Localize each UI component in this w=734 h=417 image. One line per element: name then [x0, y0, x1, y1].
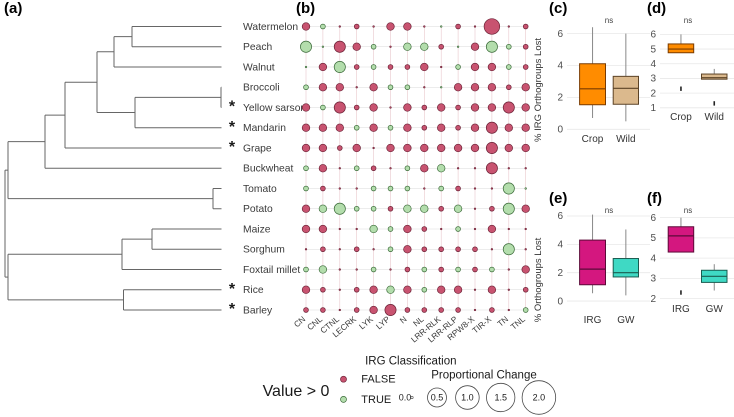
svg-text:% Orthogroups Lost: % Orthogroups Lost — [533, 237, 544, 322]
svg-text:2: 2 — [557, 93, 563, 104]
svg-text:Mandarin: Mandarin — [243, 123, 286, 134]
svg-text:0: 0 — [557, 296, 563, 307]
svg-text:IRG: IRG — [672, 304, 690, 315]
svg-text:5: 5 — [650, 44, 656, 55]
svg-text:Broccoli: Broccoli — [243, 83, 280, 94]
svg-text:3: 3 — [650, 74, 656, 85]
svg-text:2: 2 — [557, 268, 563, 279]
svg-text:Wild: Wild — [616, 134, 635, 145]
svg-text:3: 3 — [650, 274, 656, 285]
svg-text:*: * — [229, 281, 236, 298]
svg-text:Grape: Grape — [243, 143, 272, 154]
svg-text:*: * — [229, 301, 236, 318]
svg-text:5: 5 — [650, 233, 656, 244]
svg-text:Potato: Potato — [243, 204, 273, 215]
svg-text:(b): (b) — [296, 0, 315, 17]
svg-text:(e): (e) — [549, 190, 567, 207]
svg-text:IRG Classification: IRG Classification — [365, 356, 456, 368]
svg-text:2: 2 — [650, 294, 656, 305]
svg-text:Value > 0: Value > 0 — [263, 383, 330, 400]
svg-text:Rice: Rice — [243, 285, 264, 296]
svg-text:0.0: 0.0 — [399, 393, 412, 403]
svg-text:ns: ns — [684, 16, 692, 25]
svg-text:Crop: Crop — [582, 134, 604, 145]
svg-text:0: 0 — [557, 125, 563, 136]
svg-text:4: 4 — [557, 61, 563, 72]
svg-text:6: 6 — [650, 30, 656, 41]
svg-text:1.0: 1.0 — [461, 393, 474, 403]
svg-text:GW: GW — [617, 315, 635, 326]
svg-text:TRUE: TRUE — [361, 394, 391, 406]
svg-text:IRG: IRG — [584, 315, 602, 326]
svg-text:% IRG Orthogroups Lost: % IRG Orthogroups Lost — [533, 38, 544, 142]
svg-text:*: * — [229, 99, 236, 116]
svg-text:ns: ns — [605, 206, 613, 215]
svg-text:4: 4 — [557, 240, 563, 251]
svg-text:2.0: 2.0 — [533, 393, 546, 403]
svg-text:Tomato: Tomato — [243, 184, 277, 195]
svg-text:1.5: 1.5 — [494, 393, 507, 403]
svg-text:1: 1 — [650, 103, 656, 114]
svg-text:Crop: Crop — [670, 112, 692, 123]
svg-text:(c): (c) — [549, 0, 567, 17]
svg-text:Watermelon: Watermelon — [243, 22, 298, 33]
svg-text:FALSE: FALSE — [361, 374, 395, 386]
svg-text:(d): (d) — [647, 0, 666, 17]
svg-text:Walnut: Walnut — [243, 62, 275, 73]
svg-text:(a): (a) — [4, 0, 22, 17]
svg-text:Sorghum: Sorghum — [243, 245, 285, 256]
svg-text:Maize: Maize — [243, 224, 271, 235]
svg-text:Peach: Peach — [243, 42, 272, 53]
svg-text:6: 6 — [557, 211, 563, 222]
svg-text:2: 2 — [650, 88, 656, 99]
svg-text:*: * — [229, 119, 236, 136]
svg-text:6: 6 — [650, 213, 656, 224]
svg-text:0.5: 0.5 — [431, 393, 444, 403]
svg-text:Buckwheat: Buckwheat — [243, 164, 294, 175]
svg-text:(f): (f) — [647, 190, 662, 207]
svg-text:ns: ns — [684, 206, 692, 215]
svg-text:Foxtail millet: Foxtail millet — [243, 265, 300, 276]
svg-text:*: * — [229, 139, 236, 156]
svg-text:ns: ns — [605, 16, 613, 25]
svg-text:4: 4 — [650, 253, 656, 264]
svg-text:Barley: Barley — [243, 305, 273, 316]
svg-text:GW: GW — [706, 304, 724, 315]
svg-text:4: 4 — [650, 59, 656, 70]
svg-text:Yellow sarson: Yellow sarson — [243, 103, 306, 114]
svg-text:6: 6 — [557, 29, 563, 40]
svg-text:Wild: Wild — [705, 112, 724, 123]
svg-text:Proportional Change: Proportional Change — [431, 370, 537, 382]
